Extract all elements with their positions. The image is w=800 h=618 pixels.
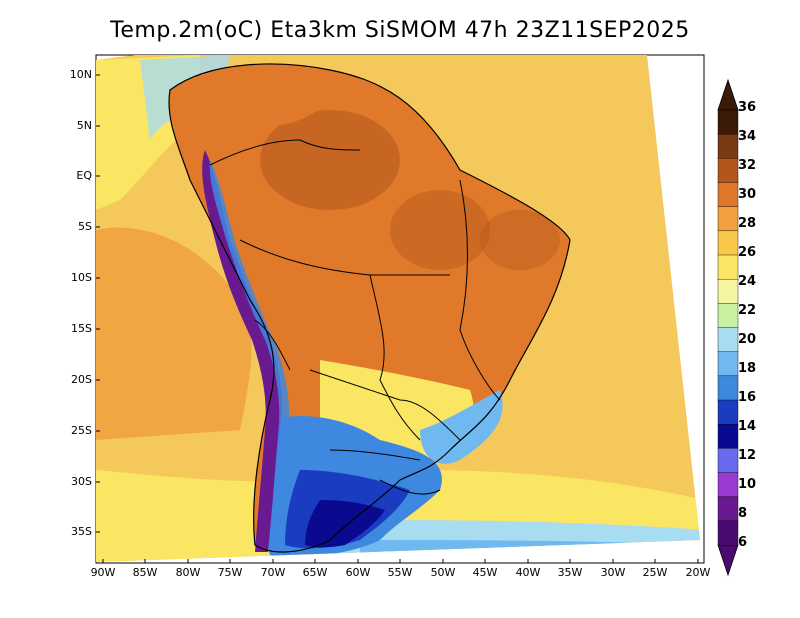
lat-label-eq: EQ xyxy=(76,169,92,182)
colorbar-segment xyxy=(717,278,739,305)
temperature-field xyxy=(96,55,700,562)
south-coldest-core xyxy=(305,500,385,548)
lat-label-5s: 5S xyxy=(78,220,92,233)
border-line-uruguay xyxy=(379,479,441,495)
border-line-argentina xyxy=(329,449,421,461)
colorbar-segment xyxy=(717,254,739,280)
lon-label-85w: 85W xyxy=(132,566,158,579)
colorbar-segment xyxy=(717,109,739,135)
colorbar-segment xyxy=(717,182,739,208)
colorbar-segment xyxy=(717,423,739,450)
colorbar-label: 34 xyxy=(738,129,757,144)
colorbar-segment xyxy=(717,133,739,160)
colorbar-label: 14 xyxy=(738,419,757,434)
lon-label-55w: 55W xyxy=(387,566,413,579)
pacific-warm-zone xyxy=(96,227,252,440)
lon-label-30w: 30W xyxy=(600,566,626,579)
lon-label-20w: 20W xyxy=(685,566,711,579)
colorbar-label: 28 xyxy=(738,216,757,231)
colorbar-label: 30 xyxy=(738,187,757,202)
lat-label-35s: 35S xyxy=(71,525,92,538)
lon-label-90w: 90W xyxy=(90,566,116,579)
lat-label-10s: 10S xyxy=(71,271,92,284)
northeast-hot-spot xyxy=(480,210,560,270)
colorbar xyxy=(717,78,739,577)
lon-label-75w: 75W xyxy=(217,566,243,579)
colorbar-label: 16 xyxy=(738,390,757,405)
border-line-peru xyxy=(254,319,291,371)
colorbar-label: 36 xyxy=(738,100,757,115)
lon-label-45w: 45W xyxy=(472,566,498,579)
lon-label-35w: 35W xyxy=(557,566,583,579)
axis-ticks xyxy=(96,74,699,563)
lat-label-10n: 10N xyxy=(69,68,92,81)
colorbar-bottom-arrow xyxy=(717,544,739,577)
colorbar-segment xyxy=(717,472,739,498)
north-hot-zone xyxy=(220,66,330,127)
colorbar-segment xyxy=(717,206,739,232)
colorbar-label: 12 xyxy=(738,448,757,463)
colorbar-segment xyxy=(717,303,739,329)
lon-label-80w: 80W xyxy=(175,566,201,579)
colorbar-segment xyxy=(717,351,739,377)
colorbar-segment xyxy=(717,496,739,522)
lat-label-25s: 25S xyxy=(71,424,92,437)
colorbar-label: 26 xyxy=(738,245,757,260)
colorbar-label: 10 xyxy=(738,477,757,492)
colorbar-segment xyxy=(717,399,739,425)
border-line-bolivia xyxy=(369,274,421,441)
colorbar-segment xyxy=(717,327,739,353)
colorbar-segment xyxy=(717,375,739,401)
colorbar-label: 18 xyxy=(738,361,757,376)
colorbar-label: 6 xyxy=(738,535,748,550)
lat-label-15s: 15S xyxy=(71,322,92,335)
border-line-paraguay xyxy=(309,369,461,441)
colorbar-label: 22 xyxy=(738,303,757,318)
lat-label-20s: 20S xyxy=(71,373,92,386)
border-line-north xyxy=(209,139,361,166)
amazon-hot-spot xyxy=(260,110,400,210)
lon-label-40w: 40W xyxy=(515,566,541,579)
lon-label-50w: 50W xyxy=(430,566,456,579)
southeast-cool-zone xyxy=(420,390,503,464)
colorbar-segment xyxy=(717,520,739,546)
colorbar-label: 8 xyxy=(738,506,748,521)
map-title: Temp.2m(oC) Eta3km SiSMOM 47h 23Z11SEP20… xyxy=(110,18,690,43)
lon-label-70w: 70W xyxy=(260,566,286,579)
colorbar-segment xyxy=(717,448,739,474)
border-line-amazon xyxy=(239,239,450,276)
coastline xyxy=(168,63,571,553)
border-line-brazil-states xyxy=(459,179,501,401)
lon-label-65w: 65W xyxy=(302,566,328,579)
country-borders xyxy=(209,139,501,495)
central-hot-spot xyxy=(390,190,490,270)
andes-cold-spine xyxy=(202,150,282,552)
colorbar-label: 24 xyxy=(738,274,757,289)
lat-label-30s: 30S xyxy=(71,475,92,488)
colorbar-segment xyxy=(717,158,739,184)
lon-label-60w: 60W xyxy=(345,566,371,579)
colorbar-label: 32 xyxy=(738,158,757,173)
lat-label-5n: 5N xyxy=(76,119,92,132)
colorbar-top-arrow xyxy=(717,78,739,111)
lon-label-25w: 25W xyxy=(642,566,668,579)
colorbar-label: 20 xyxy=(738,332,757,347)
colorbar-segment xyxy=(717,230,739,256)
